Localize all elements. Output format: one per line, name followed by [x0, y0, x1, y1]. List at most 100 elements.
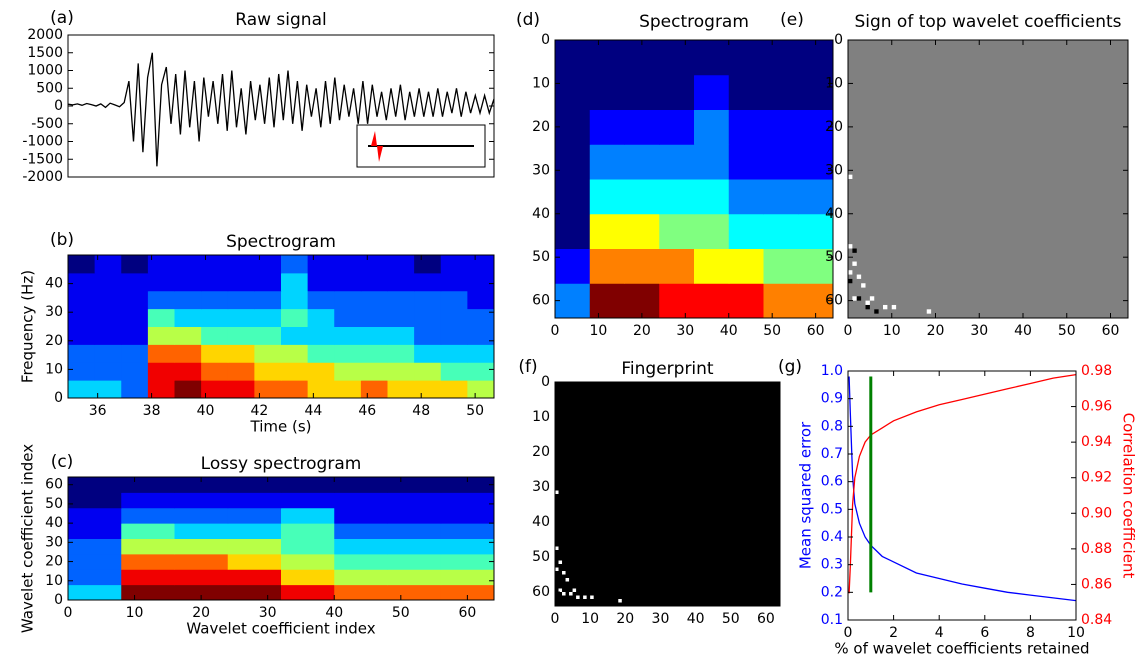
heatmap-cell — [174, 569, 229, 586]
y2-tick-label: 0.84 — [1081, 612, 1112, 628]
heatmap-cell — [334, 344, 362, 363]
heatmap-cell — [387, 477, 442, 493]
heatmap-cell — [174, 523, 229, 539]
heatmap-cell — [659, 144, 695, 180]
y-tick-label: -1000 — [22, 134, 63, 150]
series-line — [848, 376, 1077, 602]
heatmap-cell — [68, 492, 122, 509]
heatmap-cell — [624, 179, 660, 215]
y-tick-label: 2000 — [27, 27, 63, 43]
heatmap-cell — [281, 584, 335, 601]
y-tick-label: 0 — [54, 98, 63, 114]
heatmap-cell — [387, 523, 442, 539]
heatmap-cell — [334, 380, 362, 399]
heatmap-cell — [174, 308, 202, 327]
x-tick-label: 4 — [935, 625, 944, 641]
pixel — [869, 296, 875, 301]
heatmap-cell — [281, 538, 335, 555]
y-tick-label: 30 — [825, 162, 843, 178]
heatmap-cell — [589, 248, 625, 284]
heatmap-cell — [334, 290, 362, 310]
x-tick-label: 48 — [412, 403, 430, 419]
heatmap-cell — [68, 507, 122, 524]
y-tick-label: 0 — [834, 32, 843, 48]
heatmap-cell — [555, 109, 591, 145]
heatmap-cell — [68, 308, 96, 327]
y-tick-label: 0.4 — [821, 529, 843, 545]
heatmap-cell — [589, 213, 625, 249]
heatmap-cell — [334, 523, 388, 539]
y2-tick-label: 0.92 — [1081, 470, 1112, 486]
heatmap-cell — [763, 109, 799, 145]
heatmap-cell — [387, 380, 415, 399]
heatmap-cell — [659, 109, 695, 145]
heatmap-cell — [121, 492, 175, 509]
x-tick-label: 44 — [304, 403, 322, 419]
heatmap-cell — [227, 290, 255, 310]
x-tick-label: 60 — [458, 605, 476, 621]
y-tick-label: 10 — [825, 75, 843, 91]
heatmap-cell — [763, 40, 799, 76]
x-tick-label: 46 — [358, 403, 376, 419]
heatmap-cell — [307, 326, 335, 345]
heatmap-cell — [94, 272, 122, 292]
heatmap-cell — [334, 492, 388, 509]
x-tick-label: 0 — [551, 323, 560, 339]
y-tick-label: 10 — [532, 75, 550, 91]
heatmap-cell — [387, 272, 415, 292]
heatmap-cell — [254, 308, 282, 327]
y-tick-label: 0.5 — [821, 501, 843, 517]
heatmap-cell — [589, 283, 625, 319]
axes-frame — [847, 370, 1077, 621]
heatmap-cell — [728, 248, 764, 284]
heatmap-cell — [227, 255, 255, 274]
heatmap-cell — [254, 272, 282, 292]
panel-title: Raw signal — [235, 10, 326, 30]
heatmap-cell — [728, 213, 764, 249]
y2-tick-label: 0.90 — [1081, 505, 1112, 521]
heatmap-cell — [227, 538, 282, 555]
heatmap-cell — [227, 523, 282, 539]
heatmap-cell — [281, 553, 335, 570]
heatmap-cell — [254, 362, 282, 381]
y-tick-label: 500 — [36, 80, 63, 96]
heatmap-cell — [440, 272, 468, 292]
x-tick-label: 40 — [1014, 323, 1032, 339]
x-tick-label: 0 — [844, 323, 853, 339]
heatmap-cell — [334, 272, 362, 292]
heatmap-cell — [440, 553, 495, 570]
heatmap-cell — [227, 272, 255, 292]
heatmap-cell — [174, 477, 229, 493]
heatmap-cell — [440, 290, 468, 310]
y-axis-label: Mean squared error — [797, 421, 815, 569]
y-tick-label: 50 — [45, 496, 63, 512]
x-axis-label: Wavelet coefficient index — [186, 620, 375, 638]
heatmap-cell — [147, 272, 175, 292]
heatmap-cell — [440, 569, 495, 586]
heatmap-cell — [174, 492, 229, 509]
y-tick-label: 1.0 — [821, 363, 843, 379]
pixel — [618, 599, 622, 603]
y-tick-label: 40 — [45, 276, 63, 292]
y-tick-label: 60 — [825, 293, 843, 309]
heatmap-cell — [763, 283, 799, 319]
panel-title: Sign of top wavelet coefficients — [854, 12, 1121, 32]
heatmap-cell — [694, 179, 730, 215]
heatmap-cell — [555, 213, 591, 249]
image-background — [555, 382, 780, 606]
y-tick-label: 40 — [45, 515, 63, 531]
heatmap-cell — [174, 290, 202, 310]
y2-axis-label: Correlation coefficient — [1120, 413, 1138, 579]
heatmap-cell — [174, 255, 202, 274]
heatmap-cell — [440, 362, 468, 381]
heatmap-cell — [798, 109, 834, 145]
panel-title: Spectrogram — [639, 12, 749, 32]
y-tick-label: 0 — [541, 374, 550, 390]
heatmap-cell — [121, 290, 149, 310]
heatmap-cell — [555, 283, 591, 319]
heatmap-cell — [254, 255, 282, 274]
heatmap-cell — [94, 290, 122, 310]
heatmap-cell — [227, 553, 282, 570]
heatmap-cell — [414, 344, 442, 363]
